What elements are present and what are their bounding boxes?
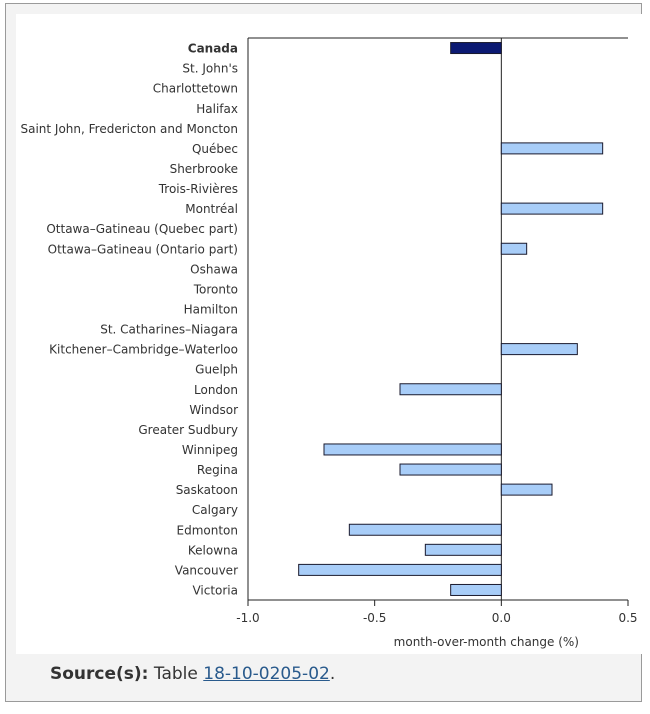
bar xyxy=(323,443,502,456)
category-label: Canada xyxy=(188,42,238,56)
category-label: Saint John, Fredericton and Moncton xyxy=(20,122,238,136)
chart-area: -1.0 -0.5 0.0 0.5 month-over-month change (%… xyxy=(16,14,643,654)
x-tick-label: -0.5 xyxy=(363,611,386,625)
source-table-link[interactable]: 18-10-0205-02 xyxy=(203,664,330,684)
bar xyxy=(500,343,578,356)
chart-frame: -1.0 -0.5 0.0 0.5 month-over-month change (%… xyxy=(5,3,643,702)
bar xyxy=(500,142,604,155)
x-axis-label: month-over-month change (%) xyxy=(394,635,579,649)
bar xyxy=(399,383,502,396)
category-label: London xyxy=(194,383,238,397)
category-label: Victoria xyxy=(192,583,238,597)
x-tick-label: 0.0 xyxy=(492,611,511,625)
category-label: Kelowna xyxy=(188,543,238,557)
bar xyxy=(500,242,528,255)
category-label: Trois-Rivières xyxy=(158,182,238,196)
bar xyxy=(500,483,553,496)
category-label: Montréal xyxy=(185,202,238,216)
category-label: Calgary xyxy=(192,503,238,517)
category-label: Saskatoon xyxy=(176,483,238,497)
category-label: Québec xyxy=(192,142,238,156)
category-label: Windsor xyxy=(189,403,238,417)
category-label: Sherbrooke xyxy=(170,162,238,176)
category-label: St. John's xyxy=(182,62,238,76)
category-label: Greater Sudbury xyxy=(138,423,238,437)
category-label: Kitchener–Cambridge–Waterloo xyxy=(49,343,238,357)
x-tick-label: 0.5 xyxy=(618,611,637,625)
category-label: Regina xyxy=(197,463,238,477)
bar xyxy=(298,563,502,576)
category-label: Ottawa–Gatineau (Quebec part) xyxy=(46,222,238,236)
category-label: Vancouver xyxy=(175,563,238,577)
bar xyxy=(450,42,502,55)
source-period: . xyxy=(329,664,336,684)
category-label: Oshawa xyxy=(190,262,238,276)
category-label: St. Catharines–Niagara xyxy=(100,323,238,337)
category-label: Toronto xyxy=(193,282,238,296)
bar xyxy=(450,583,502,596)
bar-chart-svg: -1.0 -0.5 0.0 0.5 month-over-month change (%… xyxy=(20,37,638,649)
x-tick-label: -1.0 xyxy=(236,611,259,625)
bar xyxy=(424,543,502,556)
category-label: Halifax xyxy=(196,102,238,116)
category-label: Winnipeg xyxy=(182,443,238,457)
category-label: Ottawa–Gatineau (Ontario part) xyxy=(48,242,238,256)
bar xyxy=(399,463,502,476)
category-label: Edmonton xyxy=(177,523,239,537)
category-label: Hamilton xyxy=(184,302,238,316)
source-text: Table xyxy=(153,664,198,684)
bar xyxy=(500,202,604,215)
source-label: Source(s): xyxy=(50,664,149,684)
category-label: Charlottetown xyxy=(153,82,238,96)
bar xyxy=(348,523,502,536)
source-footnote: Source(s): Table 18-10-0205-02. xyxy=(50,664,335,684)
category-label: Guelph xyxy=(195,363,238,377)
